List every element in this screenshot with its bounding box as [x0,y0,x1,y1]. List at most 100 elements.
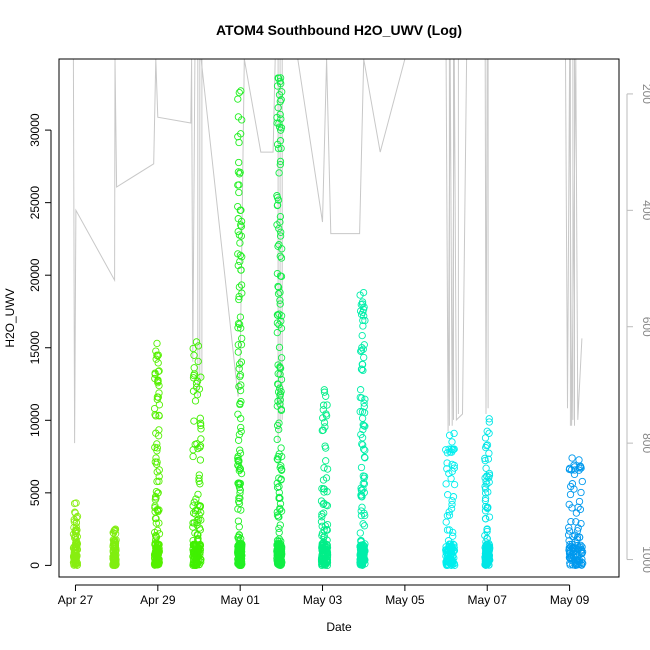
data-point [448,438,456,446]
data-point [275,513,283,521]
data-point [318,513,326,521]
data-point [322,412,331,420]
data-point [323,488,331,496]
data-point [275,310,283,318]
data-point [359,551,367,560]
data-point [235,231,244,239]
data-point [323,520,332,529]
right-axis: 200 400 600 800 1000 [626,84,650,573]
data-point [153,541,161,549]
data-point [358,360,367,369]
data-point [565,500,573,509]
data-point [565,527,574,535]
data-point [443,465,451,473]
data-point [155,401,164,409]
data-point [320,388,329,396]
data-point [153,477,161,486]
data-point [319,414,327,422]
data-point [570,553,578,561]
data-point [277,444,285,452]
data-point [442,446,450,454]
data-point [110,560,118,568]
data-point [450,429,458,438]
data-point [194,357,202,366]
data-point [72,543,80,552]
data-point [195,385,204,393]
data-point [276,160,284,169]
data-point [276,370,284,378]
data-point [323,555,332,564]
data-point [236,399,244,408]
data-point [444,561,452,569]
data-point [237,381,245,389]
data-point [570,485,578,493]
data-point [277,375,286,384]
data-point [359,472,367,480]
x-tick-label: May 03 [303,593,343,607]
data-point [273,328,281,337]
altitude-series [72,58,583,444]
y-tick-label: 25000 [28,186,42,220]
data-point [234,341,242,349]
data-point [359,441,367,449]
data-point [71,561,80,569]
data-point [235,365,243,373]
data-point [234,227,242,236]
data-point [152,355,160,363]
data-point [237,281,246,289]
data-point [151,532,160,540]
x-axis: Apr 27 Apr 29 May 01 May 03 May 05 May 07 May … [58,584,590,607]
data-point [237,266,245,274]
data-point [238,253,246,261]
data-point [275,474,283,482]
data-point [237,222,246,231]
data-point [577,546,586,554]
data-point [190,351,198,359]
data-point [234,436,243,444]
data-point [276,157,285,166]
data-point [235,170,244,178]
data-point [236,313,245,321]
data-point [237,358,246,366]
data-point [483,472,491,480]
data-point [277,126,285,134]
data-point [196,526,204,534]
data-point [358,331,366,340]
data-point [234,517,243,525]
data-point [152,487,161,496]
data-point [358,493,366,501]
data-point [359,520,367,528]
data-point [321,522,330,530]
data-point [274,380,282,389]
data-point [238,116,246,124]
data-point [276,384,284,392]
data-point [318,550,327,558]
data-point [442,518,450,526]
data-point [358,414,367,422]
data-point [196,503,204,511]
data-point [237,341,246,349]
data-point [189,509,198,517]
data-point [235,320,244,328]
data-point [360,549,368,558]
data-point [276,363,284,371]
data-point [485,513,494,521]
data-point [277,254,286,262]
data-point [445,469,453,478]
data-point [111,556,120,564]
data-point [450,461,458,470]
data-point [276,553,284,561]
data-point [152,412,160,420]
data-point [569,548,577,556]
data-point [153,440,161,448]
data-point [236,489,244,497]
data-point [360,402,368,411]
data-point [236,386,245,395]
data-point [323,502,332,510]
data-point [360,353,368,362]
data-point [357,347,365,355]
data-point [359,421,367,429]
data-point [277,272,286,281]
data-point [191,507,200,515]
